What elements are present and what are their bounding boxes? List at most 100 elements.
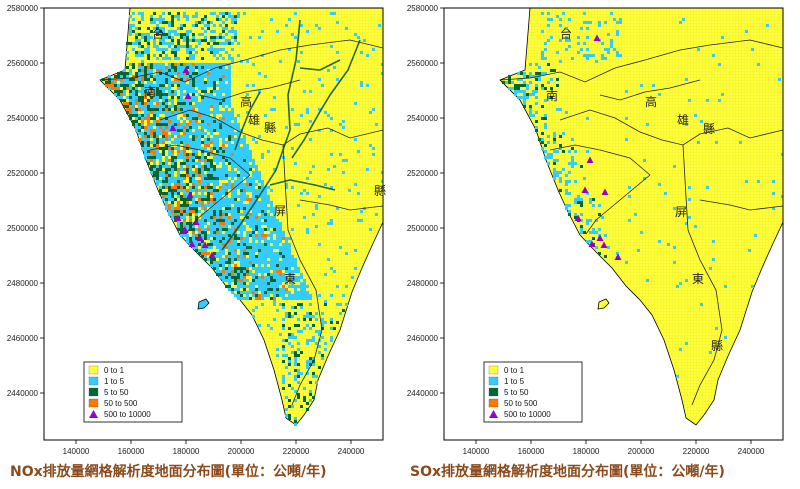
emission-cell — [246, 264, 249, 267]
emission-cell — [216, 177, 219, 180]
emission-cell — [318, 366, 321, 369]
emission-cell — [234, 288, 237, 291]
emission-cell — [234, 219, 237, 222]
emission-cell — [258, 135, 261, 138]
emission-cell — [246, 234, 249, 237]
emission-cell — [147, 129, 150, 132]
emission-cell — [544, 99, 547, 102]
emission-cell — [222, 186, 225, 189]
emission-cell — [252, 192, 255, 195]
emission-cell — [261, 294, 264, 297]
emission-cell — [318, 294, 321, 297]
emission-cell — [147, 39, 150, 42]
emission-cell — [309, 303, 312, 306]
emission-cell — [198, 42, 201, 45]
emission-cell — [724, 336, 727, 339]
emission-cell — [243, 267, 246, 270]
emission-cell — [225, 267, 228, 270]
emission-cell — [219, 156, 222, 159]
emission-cell — [174, 15, 177, 18]
emission-cell — [252, 222, 255, 225]
emission-cell — [276, 231, 279, 234]
emission-cell — [264, 294, 267, 297]
emission-cell — [183, 126, 186, 129]
emission-cell — [285, 297, 288, 300]
emission-cell — [231, 144, 234, 147]
emission-cell — [234, 153, 237, 156]
emission-cell — [237, 237, 240, 240]
emission-cell — [162, 27, 165, 30]
emission-cell — [225, 156, 228, 159]
emission-cell — [282, 318, 285, 321]
emission-cell — [216, 252, 219, 255]
emission-cell — [234, 246, 237, 249]
emission-cell — [192, 225, 195, 228]
emission-cell — [207, 99, 210, 102]
emission-cell — [162, 102, 165, 105]
emission-cell — [312, 165, 315, 168]
emission-cell — [174, 33, 177, 36]
emission-cell — [174, 114, 177, 117]
emission-cell — [580, 225, 583, 228]
emission-cell — [147, 120, 150, 123]
emission-cell — [207, 225, 210, 228]
emission-cell — [156, 99, 159, 102]
emission-cell — [126, 102, 129, 105]
emission-cell — [252, 201, 255, 204]
emission-cell — [219, 216, 222, 219]
emission-cell — [156, 156, 159, 159]
emission-cell — [333, 12, 336, 15]
emission-cell — [207, 243, 210, 246]
emission-cell — [198, 240, 201, 243]
emission-cell — [213, 213, 216, 216]
emission-cell — [324, 111, 327, 114]
emission-cell — [270, 201, 273, 204]
emission-cell — [237, 195, 240, 198]
emission-cell — [273, 225, 276, 228]
emission-cell — [204, 24, 207, 27]
emission-cell — [360, 210, 363, 213]
emission-cell — [565, 192, 568, 195]
emission-cell — [252, 264, 255, 267]
emission-cell — [258, 189, 261, 192]
emission-cell — [165, 33, 168, 36]
emission-cell — [535, 120, 538, 123]
emission-cell — [258, 246, 261, 249]
emission-cell — [219, 84, 222, 87]
emission-cell — [264, 255, 267, 258]
emission-cell — [249, 213, 252, 216]
emission-cell — [198, 147, 201, 150]
emission-cell — [288, 360, 291, 363]
emission-cell — [339, 153, 342, 156]
emission-cell — [216, 126, 219, 129]
emission-cell — [216, 69, 219, 72]
emission-cell — [192, 180, 195, 183]
emission-cell — [243, 168, 246, 171]
emission-cell — [234, 276, 237, 279]
emission-cell — [246, 177, 249, 180]
emission-cell — [192, 75, 195, 78]
emission-cell — [183, 108, 186, 111]
emission-cell — [222, 87, 225, 90]
emission-cell — [210, 264, 213, 267]
emission-cell — [141, 135, 144, 138]
emission-cell — [213, 207, 216, 210]
emission-cell — [511, 81, 514, 84]
emission-cell — [219, 111, 222, 114]
emission-cell — [243, 270, 246, 273]
emission-cell — [162, 81, 165, 84]
emission-cell — [237, 114, 240, 117]
emission-cell — [276, 30, 279, 33]
emission-cell — [180, 78, 183, 81]
emission-cell — [120, 75, 123, 78]
emission-cell — [559, 180, 562, 183]
emission-cell — [153, 159, 156, 162]
emission-cell — [174, 159, 177, 162]
emission-cell — [276, 243, 279, 246]
emission-cell — [688, 198, 691, 201]
emission-cell — [132, 81, 135, 84]
emission-cell — [213, 66, 216, 69]
emission-cell — [234, 195, 237, 198]
emission-cell — [207, 237, 210, 240]
emission-cell — [249, 231, 252, 234]
